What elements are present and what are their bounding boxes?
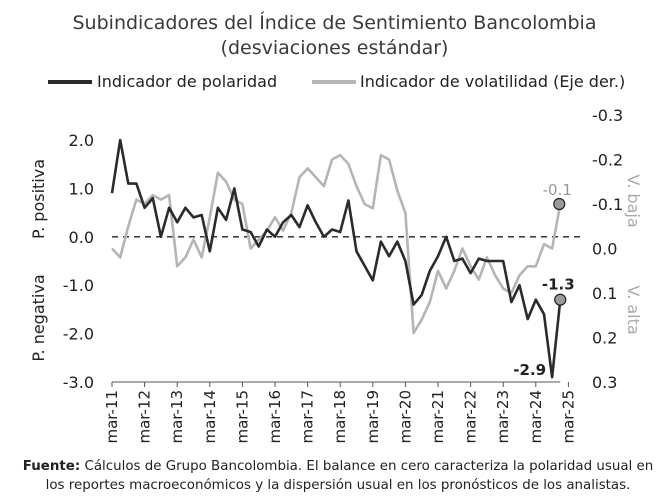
right-tick-label: -0.2	[592, 151, 623, 170]
x-tick-label: mar-14	[201, 390, 219, 444]
legend-swatch-polarity	[48, 80, 92, 84]
left-tick-label: 0.0	[69, 228, 94, 247]
x-tick-label: mar-13	[168, 390, 186, 444]
right-tick-label: -0.3	[592, 106, 623, 125]
left-tick-label: -2.0	[63, 325, 94, 344]
polarity-min-label: -2.9	[513, 361, 546, 379]
chart-title: Subindicadores del Índice de Sentimiento…	[72, 12, 597, 34]
x-tick-label: mar-18	[331, 390, 349, 444]
right-tick-label: 0.1	[592, 284, 617, 303]
legend-swatch-volatility	[312, 80, 356, 84]
left-tick-label: 1.0	[69, 179, 94, 198]
x-tick-label: mar-24	[527, 390, 545, 444]
polarity-last-point	[554, 293, 567, 306]
right-axis-label-high-volatility: V. alta	[624, 285, 643, 334]
left-tick-label: 2.0	[69, 131, 94, 150]
source-label: Fuente:	[22, 459, 81, 474]
polarity-last-label: -1.3	[542, 276, 575, 294]
x-tick-label: mar-23	[494, 390, 512, 444]
x-tick-label: mar-20	[396, 390, 414, 444]
left-axis-label-positive: P. positiva	[29, 159, 48, 239]
left-tick-label: -3.0	[63, 373, 94, 392]
x-tick-label: mar-15	[233, 390, 251, 444]
source-text: Cálculos de Grupo Bancolombia. El balanc…	[45, 459, 654, 493]
right-tick-label: 0.0	[592, 240, 617, 259]
x-tick-label: mar-19	[364, 390, 382, 444]
right-tick-label: 0.3	[592, 373, 617, 392]
line-chart: 2.0 1.0 0.0 -1.0 -2.0 -3.0 -0.3 -0.2 -0.1 0.0 0.1 0…	[29, 106, 643, 444]
chart-subtitle: (desviaciones estándar)	[220, 37, 449, 59]
legend-label-volatility: Indicador de volatilidad (Eje der.)	[360, 72, 626, 91]
x-tick-label: mar-17	[299, 390, 317, 444]
right-tick-label: -0.1	[592, 195, 623, 214]
left-tick-label: -1.0	[63, 276, 94, 295]
series-line-polarity	[110, 138, 562, 379]
legend-label-polarity: Indicador de polaridad	[97, 72, 278, 91]
x-tick-label: mar-12	[136, 390, 154, 444]
source-note: Fuente: Cálculos de Grupo Bancolombia. E…	[18, 457, 658, 495]
series-line-volatility	[111, 153, 562, 335]
left-axis-label-negative: P. negativa	[29, 274, 48, 361]
right-axis-label-low-volatility: V. baja	[624, 174, 643, 227]
x-tick-label: mar-16	[266, 390, 284, 444]
volatility-last-label: -0.1	[543, 181, 572, 199]
x-tick-label: mar-25	[559, 390, 577, 444]
x-tick-label: mar-11	[103, 390, 121, 444]
x-tick-label: mar-22	[462, 390, 480, 444]
volatility-last-point	[553, 197, 566, 211]
right-tick-label: 0.2	[592, 329, 617, 348]
x-tick-label: mar-21	[429, 390, 447, 444]
